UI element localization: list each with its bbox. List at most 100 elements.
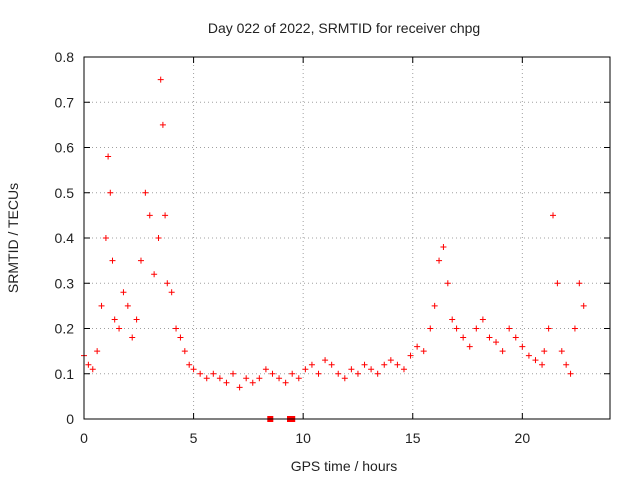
data-point bbox=[155, 235, 162, 241]
data-point bbox=[162, 212, 169, 219]
data-point bbox=[563, 361, 570, 368]
data-point bbox=[387, 357, 394, 364]
data-point bbox=[223, 379, 230, 386]
data-point bbox=[197, 370, 204, 377]
x-tick-label: 15 bbox=[405, 430, 421, 446]
data-point bbox=[354, 370, 361, 377]
data-point bbox=[539, 361, 546, 368]
data-point bbox=[558, 348, 565, 355]
data-point bbox=[216, 375, 223, 382]
data-point bbox=[157, 76, 164, 83]
data-point bbox=[203, 375, 210, 382]
data-point bbox=[129, 334, 136, 341]
data-point bbox=[545, 325, 552, 332]
data-point bbox=[431, 302, 438, 309]
data-point bbox=[580, 302, 587, 309]
y-tick-label: 0.4 bbox=[55, 230, 75, 246]
data-point bbox=[94, 348, 101, 355]
data-point bbox=[249, 379, 256, 386]
chart-title: Day 022 of 2022, SRMTID for receiver chp… bbox=[208, 20, 480, 36]
data-point bbox=[361, 361, 368, 368]
data-point bbox=[105, 153, 112, 160]
data-point bbox=[493, 339, 500, 346]
data-point bbox=[269, 370, 276, 377]
data-point bbox=[414, 343, 421, 350]
data-point bbox=[436, 257, 443, 264]
data-point bbox=[142, 189, 149, 196]
data-point bbox=[190, 366, 197, 373]
data-point bbox=[460, 334, 467, 341]
data-point bbox=[295, 375, 302, 382]
data-point bbox=[407, 352, 414, 359]
data-point bbox=[85, 361, 92, 368]
x-tick-label: 10 bbox=[295, 430, 311, 446]
x-tick-label: 5 bbox=[190, 430, 198, 446]
y-axis-label: SRMTID / TECUs bbox=[5, 183, 21, 293]
data-point bbox=[449, 316, 456, 323]
data-point bbox=[177, 334, 184, 341]
data-point bbox=[368, 366, 375, 373]
data-point bbox=[567, 370, 574, 377]
data-point bbox=[186, 361, 193, 368]
data-point bbox=[164, 280, 171, 287]
data-point bbox=[512, 334, 519, 341]
data-point bbox=[120, 289, 127, 296]
data-point bbox=[473, 325, 480, 332]
axis-ticks bbox=[83, 56, 610, 420]
x-tick-label: 20 bbox=[515, 430, 531, 446]
y-tick-label: 0.2 bbox=[55, 321, 75, 337]
data-point bbox=[302, 366, 309, 373]
plot-frame bbox=[83, 56, 611, 420]
x-tick-labels: 0 5 10 15 20 bbox=[80, 430, 530, 446]
data-point bbox=[554, 280, 561, 287]
data-point bbox=[315, 370, 322, 377]
data-point bbox=[181, 348, 188, 355]
data-point bbox=[308, 361, 315, 368]
data-point bbox=[440, 244, 447, 251]
data-point bbox=[341, 375, 348, 382]
data-point bbox=[89, 366, 96, 373]
data-point bbox=[335, 370, 342, 377]
data-point bbox=[133, 316, 140, 323]
data-point bbox=[394, 361, 401, 368]
y-tick-labels: 0 0.1 0.2 0.3 0.4 0.5 0.6 0.7 0.8 bbox=[55, 49, 75, 427]
data-point bbox=[276, 375, 283, 382]
data-point bbox=[173, 325, 180, 332]
data-point bbox=[98, 302, 105, 309]
data-point bbox=[444, 280, 451, 287]
data-point bbox=[519, 343, 526, 350]
data-point bbox=[550, 212, 557, 219]
data-point bbox=[532, 357, 539, 364]
data-point bbox=[479, 316, 486, 323]
data-point bbox=[282, 379, 289, 386]
data-point bbox=[322, 357, 329, 364]
data-point bbox=[328, 361, 335, 368]
data-point bbox=[486, 334, 493, 341]
y-tick-label: 0.8 bbox=[55, 49, 75, 65]
data-point bbox=[109, 257, 116, 264]
data-point bbox=[348, 366, 355, 373]
data-point bbox=[111, 316, 118, 323]
x-tick-label: 0 bbox=[80, 430, 88, 446]
data-point bbox=[137, 257, 144, 264]
data-point bbox=[506, 325, 513, 332]
data-point bbox=[102, 235, 109, 241]
data-point bbox=[374, 370, 381, 377]
data-point bbox=[146, 212, 153, 219]
y-tick-label: 0 bbox=[66, 411, 74, 427]
data-point bbox=[453, 325, 460, 332]
data-point bbox=[541, 348, 548, 355]
data-point bbox=[420, 348, 427, 355]
data-point bbox=[168, 289, 175, 296]
y-tick-label: 0.3 bbox=[55, 275, 75, 291]
data-point bbox=[124, 302, 131, 309]
data-point bbox=[400, 366, 407, 373]
data-point bbox=[236, 384, 243, 391]
data-point bbox=[571, 325, 578, 332]
data-point bbox=[243, 375, 250, 382]
y-tick-label: 0.5 bbox=[55, 185, 75, 201]
data-point bbox=[159, 121, 166, 128]
x-axis-label: GPS time / hours bbox=[291, 458, 398, 474]
data-point bbox=[107, 189, 114, 196]
